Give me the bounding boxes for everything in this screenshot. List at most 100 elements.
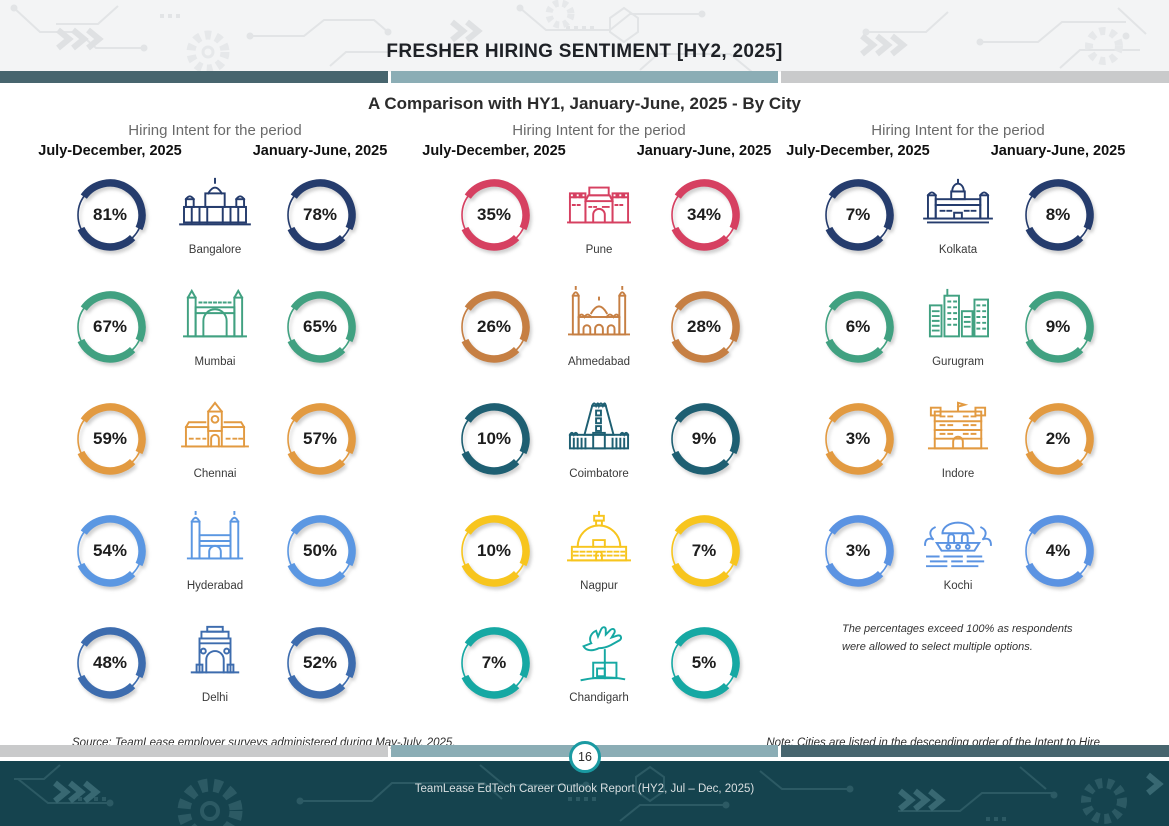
hy2-percent-ring: 59%	[68, 397, 152, 481]
hy2-percent-value: 54%	[92, 541, 128, 560]
shaniwar-wada-icon	[558, 174, 640, 241]
hy1-percent-cell: 7%	[652, 509, 756, 593]
hy1-percent-value: 65%	[302, 317, 338, 336]
comparison-column: Hiring Intent for the period July-Decembe…	[422, 122, 772, 719]
city-name: Kolkata	[938, 244, 978, 256]
hy1-percent-cell: 28%	[652, 285, 756, 369]
hy2-percent-cell: 10%	[442, 397, 546, 481]
hy1-percent-value: 57%	[302, 429, 338, 448]
bar-segment	[0, 71, 388, 83]
city-name: Mumbai	[194, 356, 236, 368]
divider-bar-top	[0, 71, 1169, 83]
mosque-icon	[558, 286, 640, 353]
city-landmark: Kochi	[910, 510, 1006, 592]
city-row: 67% Mumbai 65%	[58, 271, 372, 383]
city-name: Coimbatore	[569, 468, 629, 480]
chennai-central-icon	[174, 398, 256, 465]
hy1-percent-cell: 8%	[1006, 173, 1110, 257]
page-header: FRESHER HIRING SENTIMENT [HY2, 2025]	[0, 0, 1169, 72]
city-row: 3% Kochi 4%	[806, 495, 1110, 607]
vidhana-soudha-icon	[174, 174, 256, 241]
intent-period-label: Hiring Intent for the period	[871, 122, 1045, 139]
hy2-percent-cell: 10%	[442, 509, 546, 593]
period-headers: July-December, 2025 January-June, 2025	[38, 142, 388, 159]
city-name: Chennai	[193, 468, 237, 480]
city-landmark: Indore	[910, 398, 1006, 480]
hy1-percent-ring: 7%	[662, 509, 746, 593]
hy2-percent-value: 10%	[476, 429, 512, 448]
period-header-hy1: January-June, 2025	[636, 142, 772, 159]
period-headers: July-December, 2025 January-June, 2025	[786, 142, 1125, 159]
hy1-percent-value: 28%	[686, 317, 722, 336]
period-headers: July-December, 2025 January-June, 2025	[422, 142, 772, 159]
city-name: Gurugram	[932, 356, 984, 368]
stupa-icon	[558, 510, 640, 577]
city-landmark: Kolkata	[910, 174, 1006, 256]
hy2-percent-ring: 7%	[816, 173, 900, 257]
hy2-percent-value: 26%	[476, 317, 512, 336]
city-row: 6% Gurugram 9%	[806, 271, 1110, 383]
page-subtitle: A Comparison with HY1, January-June, 202…	[368, 94, 801, 113]
city-landmark: Gurugram	[910, 286, 1006, 368]
hy2-percent-value: 59%	[92, 429, 128, 448]
page-title: FRESHER HIRING SENTIMENT [HY2, 2025]	[386, 41, 783, 62]
hy1-percent-value: 5%	[691, 653, 717, 672]
hy2-percent-ring: 54%	[68, 509, 152, 593]
hy1-percent-cell: 9%	[1006, 285, 1110, 369]
city-row: 10% Nagpur 7%	[442, 495, 756, 607]
city-row: 7% Chandigarh 5%	[442, 607, 756, 719]
hy1-percent-ring: 8%	[1016, 173, 1100, 257]
hy2-percent-value: 3%	[845, 429, 871, 448]
intent-period-label: Hiring Intent for the period	[512, 122, 686, 139]
hy2-percent-ring: 3%	[816, 397, 900, 481]
hy1-percent-cell: 78%	[268, 173, 372, 257]
hy2-percent-cell: 7%	[806, 173, 910, 257]
hy1-percent-value: 50%	[302, 541, 338, 560]
city-landmark: Pune	[546, 174, 652, 256]
bar-segment	[0, 745, 388, 757]
city-name: Kochi	[943, 580, 973, 592]
hy1-percent-cell: 5%	[652, 621, 756, 705]
hy2-percent-ring: 35%	[452, 173, 536, 257]
hy2-percent-value: 6%	[845, 317, 871, 336]
city-landmark: Ahmedabad	[546, 286, 652, 368]
hy1-percent-ring: 9%	[662, 397, 746, 481]
hy1-percent-ring: 52%	[278, 621, 362, 705]
city-landmark: Hyderabad	[162, 510, 268, 592]
gopuram-icon	[558, 398, 640, 465]
hy2-percent-cell: 7%	[442, 621, 546, 705]
period-header-hy2: July-December, 2025	[786, 142, 930, 159]
hy2-percent-cell: 48%	[58, 621, 162, 705]
circuit-pattern	[14, 764, 1164, 826]
hy2-percent-ring: 10%	[452, 397, 536, 481]
hy1-percent-value: 7%	[691, 541, 717, 560]
city-row: 81% Bangalore 78%	[58, 159, 372, 271]
charminar-icon	[174, 510, 256, 577]
city-name: Indore	[941, 468, 975, 480]
hy2-percent-ring: 26%	[452, 285, 536, 369]
city-name: Hyderabad	[186, 580, 244, 592]
hy2-percent-ring: 6%	[816, 285, 900, 369]
hy2-percent-cell: 35%	[442, 173, 546, 257]
city-row: 3% Indore 2%	[806, 383, 1110, 495]
period-header-hy2: July-December, 2025	[38, 142, 182, 159]
hy1-percent-ring: 5%	[662, 621, 746, 705]
hy1-percent-ring: 9%	[1016, 285, 1100, 369]
city-landmark: Chandigarh	[546, 622, 652, 704]
comparison-column: Hiring Intent for the period July-Decembe…	[786, 122, 1125, 656]
city-landmark: Chennai	[162, 398, 268, 480]
hy1-percent-ring: 28%	[662, 285, 746, 369]
gateway-of-india-icon	[174, 286, 256, 353]
bar-segment	[781, 745, 1169, 757]
hy1-percent-value: 8%	[1045, 205, 1071, 224]
city-landmark: Mumbai	[162, 286, 268, 368]
hy1-percent-cell: 34%	[652, 173, 756, 257]
hy2-percent-value: 67%	[92, 317, 128, 336]
city-row: 48% Delhi 52%	[58, 607, 372, 719]
page-number-badge: 16	[569, 741, 601, 773]
rajwada-icon	[917, 398, 999, 465]
hy1-percent-ring: 50%	[278, 509, 362, 593]
hy2-percent-ring: 10%	[452, 509, 536, 593]
period-header-hy1: January-June, 2025	[252, 142, 388, 159]
